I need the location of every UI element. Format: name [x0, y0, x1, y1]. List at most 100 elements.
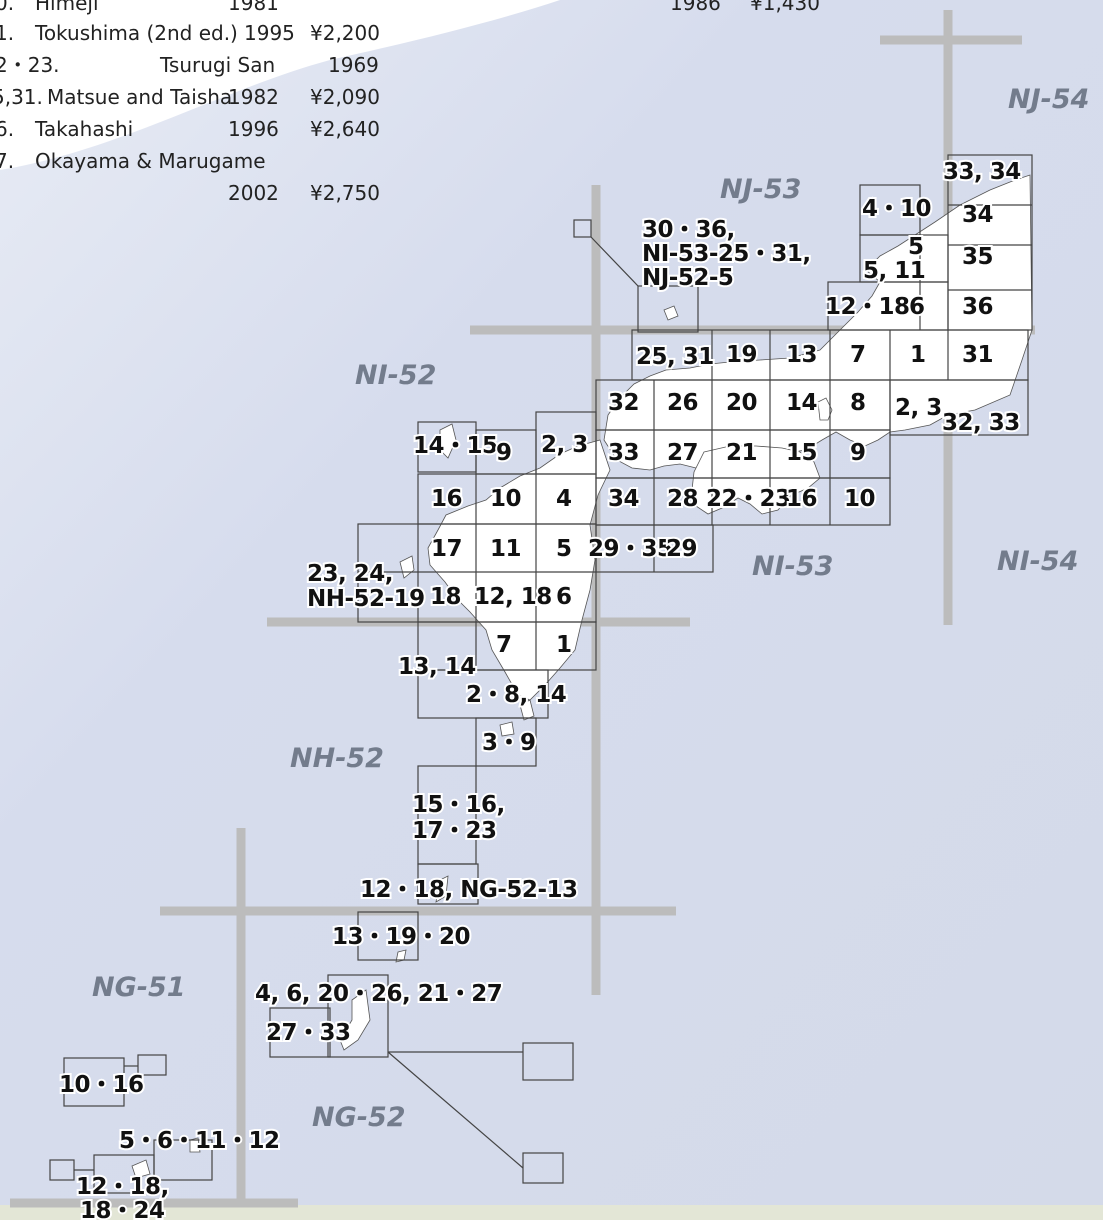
- sheet-label[interactable]: 18・24: [78, 1196, 167, 1220]
- list-price: ¥2,200: [310, 21, 380, 45]
- list-name: Himeji: [35, 0, 99, 15]
- sheet-label[interactable]: 33, 34: [941, 157, 1023, 187]
- zone-label-ni-54: NI-54: [997, 546, 1078, 577]
- list-year: 2002: [228, 181, 279, 205]
- zone-label-nj-53: NJ-53: [720, 174, 801, 205]
- list-num: 5,31.: [0, 85, 43, 109]
- sheet-label[interactable]: 4: [554, 484, 574, 514]
- sheet-label[interactable]: 1: [554, 630, 574, 660]
- bottom-strip: [0, 1205, 1103, 1220]
- sheet-label[interactable]: 2, 3: [539, 430, 590, 460]
- sheet-label[interactable]: 26: [665, 388, 701, 418]
- sheet-label[interactable]: 2, 3: [893, 393, 944, 423]
- sheet-label[interactable]: 12・18, NG-52-13: [358, 875, 580, 905]
- sheet-label[interactable]: 15: [784, 438, 820, 468]
- sheet-label[interactable]: 18: [428, 582, 464, 612]
- sheet-label[interactable]: 25, 31: [634, 342, 716, 372]
- list-num: 0.: [0, 0, 15, 15]
- sheet-label[interactable]: 28: [665, 484, 701, 514]
- sheet-label[interactable]: 6: [554, 582, 574, 612]
- sheet-labels: 33, 34 34 35 36 31 4・10 5 5, 11 12・18 6 …: [57, 157, 1023, 1220]
- sheet-label[interactable]: 16: [429, 484, 465, 514]
- list-price: ¥2,750: [310, 181, 380, 205]
- sheet-label[interactable]: 4・10: [860, 194, 934, 224]
- sheet-label[interactable]: 10: [488, 484, 524, 514]
- list-name: Okayama & Marugame: [35, 149, 266, 173]
- sheet-label[interactable]: 35: [960, 242, 996, 272]
- sheet-label[interactable]: 27・33: [264, 1018, 353, 1048]
- sheet-label[interactable]: 23, 24,: [305, 559, 396, 589]
- list-year: 1996: [228, 117, 279, 141]
- sheet-label[interactable]: 22・23: [704, 484, 793, 514]
- list-price: ¥2,640: [310, 117, 380, 141]
- sheet-label[interactable]: 29: [664, 534, 700, 564]
- sheet-label[interactable]: NJ-52-5: [640, 263, 736, 293]
- list-price: ¥2,090: [310, 85, 380, 109]
- sheet-label[interactable]: 14・15: [411, 431, 500, 461]
- sheet-label[interactable]: 2・8, 14: [464, 680, 569, 710]
- sheet-label[interactable]: 36: [960, 292, 996, 322]
- list-name: Tokushima (2nd ed.): [35, 21, 238, 45]
- sheet-label[interactable]: 9: [848, 438, 868, 468]
- sheet-label[interactable]: 6: [907, 292, 927, 322]
- list-price: ¥1,430: [750, 0, 820, 15]
- sheet-label[interactable]: 17・23: [410, 816, 499, 846]
- sheet-label[interactable]: 5・6・11・12: [117, 1126, 282, 1156]
- sheet-label[interactable]: 4, 6, 20・26, 21・27: [253, 979, 505, 1009]
- sheet-label[interactable]: 10: [842, 484, 878, 514]
- sheet-label[interactable]: 17: [429, 534, 465, 564]
- sheet-label[interactable]: 29・35: [586, 534, 675, 564]
- sheet-label[interactable]: NI-53-25・31,: [640, 239, 813, 269]
- list-name: Takahashi: [35, 117, 134, 141]
- list-year: 1982: [228, 85, 279, 109]
- sheet-label[interactable]: 27: [665, 438, 701, 468]
- sheet-label[interactable]: 10・16: [57, 1070, 146, 1100]
- sheet-label[interactable]: 32: [606, 388, 642, 418]
- list-num: 6.: [0, 117, 15, 141]
- list-num: 2・23.: [0, 53, 60, 77]
- list-year: 1995: [244, 21, 295, 45]
- zone-label-nj-54: NJ-54: [1008, 84, 1089, 115]
- list-name: Matsue and Taisha: [47, 85, 233, 109]
- list-year: 1981: [228, 0, 279, 15]
- zone-label-nh-52: NH-52: [290, 743, 384, 774]
- sheet-label[interactable]: 7: [494, 630, 514, 660]
- sheet-label[interactable]: 33: [606, 438, 642, 468]
- sheet-label[interactable]: 34: [960, 200, 996, 230]
- sheet-label[interactable]: 11: [488, 534, 524, 564]
- sheet-label[interactable]: 5: [554, 534, 574, 564]
- sheet-label[interactable]: 15・16,: [410, 790, 507, 820]
- zone-label-ng-52: NG-52: [312, 1102, 406, 1133]
- zone-label-ni-53: NI-53: [752, 551, 833, 582]
- list-year: 1969: [328, 53, 379, 77]
- sheet-label[interactable]: 21: [724, 438, 760, 468]
- sheet-label[interactable]: 34: [606, 484, 642, 514]
- sheet-label[interactable]: 3・9: [480, 728, 538, 758]
- sheet-label[interactable]: 32, 33: [940, 408, 1022, 438]
- sheet-label[interactable]: 5: [906, 232, 926, 262]
- sheet-label[interactable]: 9: [494, 438, 514, 468]
- list-year: 1986: [670, 0, 721, 15]
- sheet-label[interactable]: 13: [784, 340, 820, 370]
- sheet-label[interactable]: 12・18,: [74, 1172, 171, 1202]
- sheet-label[interactable]: 30・36,: [640, 215, 737, 245]
- sheet-label[interactable]: 14: [784, 388, 820, 418]
- sheet-label[interactable]: 16: [784, 484, 820, 514]
- sheet-label[interactable]: 13・19・20: [330, 922, 473, 952]
- sheet-label[interactable]: 1: [908, 340, 928, 370]
- sheet-label[interactable]: 7: [848, 340, 868, 370]
- sheet-label[interactable]: 8: [848, 388, 868, 418]
- list-name: Tsurugi San: [160, 53, 276, 77]
- sheet-label[interactable]: 5, 11: [861, 256, 928, 286]
- sheet-grid: [49, 154, 1033, 1194]
- sheet-label[interactable]: 31: [960, 340, 996, 370]
- sheet-label[interactable]: 19: [724, 340, 760, 370]
- sheet-label[interactable]: 12, 18: [472, 582, 554, 612]
- zone-label-ni-52: NI-52: [355, 360, 436, 391]
- sheet-label[interactable]: 12・18: [823, 292, 912, 322]
- list-num: 1.: [0, 21, 15, 45]
- sheet-label[interactable]: NH-52-19: [305, 584, 427, 614]
- sheet-label[interactable]: 20: [724, 388, 760, 418]
- sheet-label[interactable]: 13, 14: [396, 652, 478, 682]
